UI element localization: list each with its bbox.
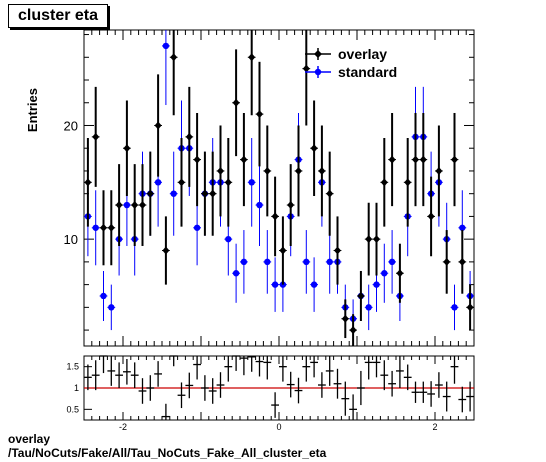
overlay-point	[295, 166, 302, 175]
overlay-point	[435, 166, 443, 175]
overlay-point	[349, 326, 357, 335]
overlay-point	[131, 201, 139, 210]
standard-point	[232, 270, 240, 277]
overlay-point	[443, 257, 451, 266]
ratio-y-tick-label: 1	[74, 383, 79, 393]
footer-line-2: /Tau/NoCuts/Fake/All/Tau_NoCuts_Fake_All…	[8, 446, 327, 460]
overlay-point	[92, 132, 100, 141]
overlay-point	[232, 98, 240, 107]
standard-point	[365, 304, 372, 311]
standard-point	[388, 258, 396, 266]
overlay-point	[334, 246, 341, 255]
overlay-point	[209, 189, 217, 198]
overlay-point	[162, 246, 170, 255]
overlay-point	[373, 235, 380, 244]
overlay-point	[271, 212, 279, 221]
overlay-point	[396, 269, 404, 278]
overlay-point	[248, 53, 256, 62]
main-y-tick-label: 20	[64, 118, 78, 133]
standard-point	[264, 258, 271, 266]
standard-point	[381, 270, 388, 277]
overlay-point	[310, 144, 318, 153]
standard-point	[303, 258, 310, 266]
overlay-point	[287, 201, 295, 210]
standard-point	[256, 201, 263, 209]
overlay-point	[256, 110, 263, 119]
overlay-point	[123, 144, 131, 153]
ratio-y-tick-label: 1.5	[66, 362, 79, 372]
overlay-point	[217, 166, 224, 175]
legend-label-overlay: overlay	[338, 46, 387, 62]
standard-point	[310, 281, 318, 288]
ratio-x-tick-label: 0	[276, 422, 281, 432]
overlay-point	[170, 53, 178, 62]
overlay-point	[178, 178, 185, 187]
legend-marker-standard	[314, 68, 322, 76]
standard-point	[451, 304, 458, 311]
standard-point	[459, 224, 466, 231]
ratio-x-tick-label: -2	[119, 422, 127, 432]
standard-point	[100, 292, 107, 300]
overlay-point	[412, 155, 419, 164]
overlay-point	[365, 235, 373, 244]
footer-line-1: overlay	[8, 432, 51, 446]
overlay-point	[146, 189, 154, 198]
overlay-point	[201, 189, 209, 198]
standard-point	[271, 281, 279, 288]
overlay-point	[357, 291, 365, 300]
overlay-point	[100, 223, 107, 232]
standard-point	[373, 281, 380, 288]
standard-point	[240, 258, 248, 266]
overlay-point	[263, 166, 271, 175]
overlay-point	[302, 64, 310, 73]
overlay-point	[326, 189, 334, 198]
overlay-point	[279, 246, 287, 255]
main-y-axis-label: Entries	[25, 88, 40, 132]
overlay-point	[451, 155, 458, 164]
overlay-point	[466, 303, 474, 312]
overlay-point	[341, 314, 349, 323]
standard-point	[170, 190, 177, 197]
standard-point	[154, 179, 162, 186]
overlay-point	[427, 212, 435, 221]
overlay-point	[318, 166, 326, 175]
standard-point	[326, 258, 333, 266]
overlay-point	[458, 257, 466, 266]
overlay-point	[404, 178, 412, 187]
overlay-point	[419, 155, 427, 164]
overlay-point	[380, 178, 388, 187]
standard-point	[108, 304, 115, 311]
standard-point	[248, 179, 255, 186]
legend-marker-overlay	[314, 50, 322, 58]
overlay-point	[139, 201, 146, 210]
overlay-point	[224, 178, 232, 187]
standard-point	[123, 201, 131, 209]
ratio-y-tick-label: 0.5	[66, 404, 79, 414]
chart-title: cluster eta	[8, 4, 108, 28]
overlay-point	[154, 121, 162, 130]
overlay-point	[193, 155, 201, 164]
overlay-point	[115, 201, 123, 210]
ratio-x-tick-label: 2	[432, 422, 437, 432]
main-y-tick-label: 10	[64, 232, 78, 247]
standard-point	[225, 235, 232, 243]
standard-point	[92, 224, 99, 231]
overlay-point	[107, 223, 115, 232]
overlay-point	[388, 155, 396, 164]
overlay-point	[185, 132, 193, 141]
overlay-point	[240, 155, 248, 164]
overlay-point	[84, 178, 92, 187]
standard-point	[193, 224, 201, 231]
standard-point	[162, 42, 170, 50]
legend-label-standard: standard	[338, 64, 397, 80]
